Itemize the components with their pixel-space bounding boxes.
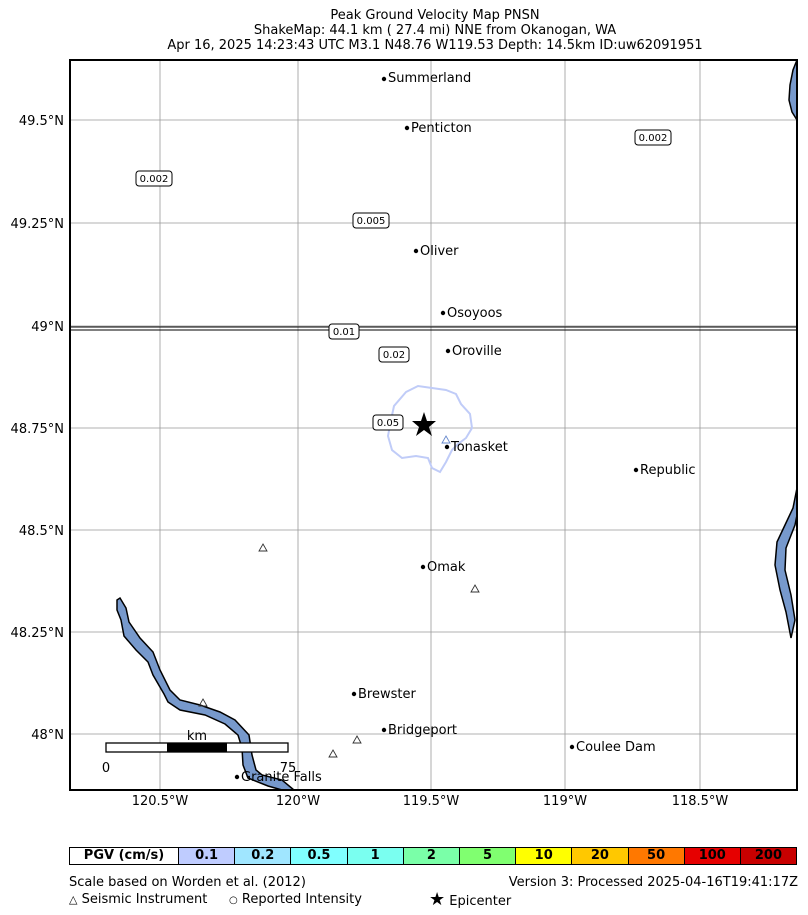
legend-bin: 20 xyxy=(571,848,628,864)
instrument-icon xyxy=(441,435,451,444)
contour-label: 0.002 xyxy=(639,133,668,144)
legend-bin: 200 xyxy=(739,848,797,864)
city-label: Summerland xyxy=(388,71,471,86)
pgv-contour-0.05 xyxy=(386,384,474,474)
lat-tick: 49°N xyxy=(31,320,64,335)
map-subtitle: ShakeMap: 44.1 km ( 27.4 mi) NNE from Ok… xyxy=(253,23,617,38)
lon-tick: 119°W xyxy=(543,794,587,809)
river-north-east xyxy=(788,59,798,123)
scale-bar: km 0 75 xyxy=(102,729,296,776)
instrument-icon xyxy=(328,749,338,758)
key-reported: ○ Reported Intensity xyxy=(229,892,362,907)
seismic-instruments xyxy=(198,435,480,758)
lake-east xyxy=(774,487,798,639)
graticule xyxy=(70,60,797,790)
epicenter-star-icon xyxy=(412,412,436,436)
map-title: Peak Ground Velocity Map PNSN xyxy=(330,8,540,23)
legend-bin: 5 xyxy=(458,848,516,864)
lon-tick: 119.5°W xyxy=(403,794,460,809)
lat-tick: 48.5°N xyxy=(19,524,64,539)
lat-tick: 49.5°N xyxy=(19,114,64,129)
contour-label: 0.002 xyxy=(140,174,169,185)
contour-label: 0.01 xyxy=(333,327,355,338)
event-info: Apr 16, 2025 14:23:43 UTC M3.1 N48.76 W1… xyxy=(167,38,703,53)
instrument-icon xyxy=(470,584,480,593)
legend-bin: 10 xyxy=(515,848,572,864)
legend-bin: 50 xyxy=(627,848,684,864)
contour-labels: 0.002 0.002 0.005 0.01 0.02 0.05 xyxy=(135,129,672,431)
legend-bin: 2 xyxy=(402,848,459,864)
lon-tick: 120°W xyxy=(276,794,320,809)
contour-label: 0.005 xyxy=(357,216,386,227)
scale-note: Scale based on Worden et al. (2012) xyxy=(69,875,306,890)
key-instrument-label: Seismic Instrument xyxy=(81,892,208,907)
legend-bin: 0.2 xyxy=(234,848,291,864)
lat-tick: 49.25°N xyxy=(11,217,64,232)
key-epicenter: ★ Epicenter xyxy=(429,889,511,910)
cities: Summerland Penticton Oliver Osoyoos Orov… xyxy=(234,71,696,785)
columbia-river xyxy=(116,596,297,791)
scale-start: 0 xyxy=(102,761,110,776)
legend-header: PGV (cm/s) xyxy=(83,848,165,863)
version-note: Version 3: Processed 2025-04-16T19:41:17… xyxy=(508,875,798,890)
pgv-legend: PGV (cm/s) 0.1 0.2 0.5 1 2 5 10 20 50 100 200 xyxy=(69,847,797,865)
legend-bin: 1 xyxy=(346,848,403,864)
instrument-icon xyxy=(352,735,362,744)
instrument-icon xyxy=(258,543,268,552)
city-label: Granite Falls xyxy=(241,770,322,785)
contour-label: 0.02 xyxy=(383,350,405,361)
circle-icon: ○ xyxy=(229,895,238,906)
city-label: Republic xyxy=(640,463,696,478)
legend-bin: 0.1 xyxy=(178,848,235,864)
key-reported-label: Reported Intensity xyxy=(241,892,362,907)
lon-tick-labels: 120.5°W 120°W 119.5°W 119°W 118.5°W xyxy=(132,794,729,809)
lon-tick: 118.5°W xyxy=(672,794,729,809)
city-label: Tonasket xyxy=(450,440,508,455)
legend-bin: 0.5 xyxy=(290,848,347,864)
key-instrument: △ Seismic Instrument xyxy=(69,892,207,907)
lat-tick-labels: 49.5°N 49.25°N 49°N 48.75°N 48.5°N 48.25… xyxy=(11,114,64,743)
legend-bin: 100 xyxy=(683,848,740,864)
map-frame xyxy=(69,59,798,791)
city-label: Brewster xyxy=(358,687,416,702)
key-epicenter-label: Epicenter xyxy=(449,894,512,909)
city-label: Penticton xyxy=(411,121,472,136)
contour-label: 0.05 xyxy=(377,418,399,429)
scale-end: 75 xyxy=(280,761,297,776)
lat-tick: 48°N xyxy=(31,728,64,743)
city-label: Omak xyxy=(427,560,466,575)
city-label: Coulee Dam xyxy=(576,740,656,755)
scale-unit: km xyxy=(187,729,207,744)
water-bodies xyxy=(116,59,798,791)
city-label: Osoyoos xyxy=(447,306,503,321)
instrument-icon xyxy=(198,698,208,707)
us-canada-border xyxy=(70,326,797,331)
city-label: Oliver xyxy=(420,244,459,259)
city-label: Oroville xyxy=(452,344,502,359)
city-label: Bridgeport xyxy=(388,723,457,738)
lat-tick: 48.75°N xyxy=(11,422,64,437)
triangle-icon: △ xyxy=(69,893,78,906)
star-icon: ★ xyxy=(429,889,446,910)
lon-tick: 120.5°W xyxy=(132,794,189,809)
lat-tick: 48.25°N xyxy=(11,626,64,641)
